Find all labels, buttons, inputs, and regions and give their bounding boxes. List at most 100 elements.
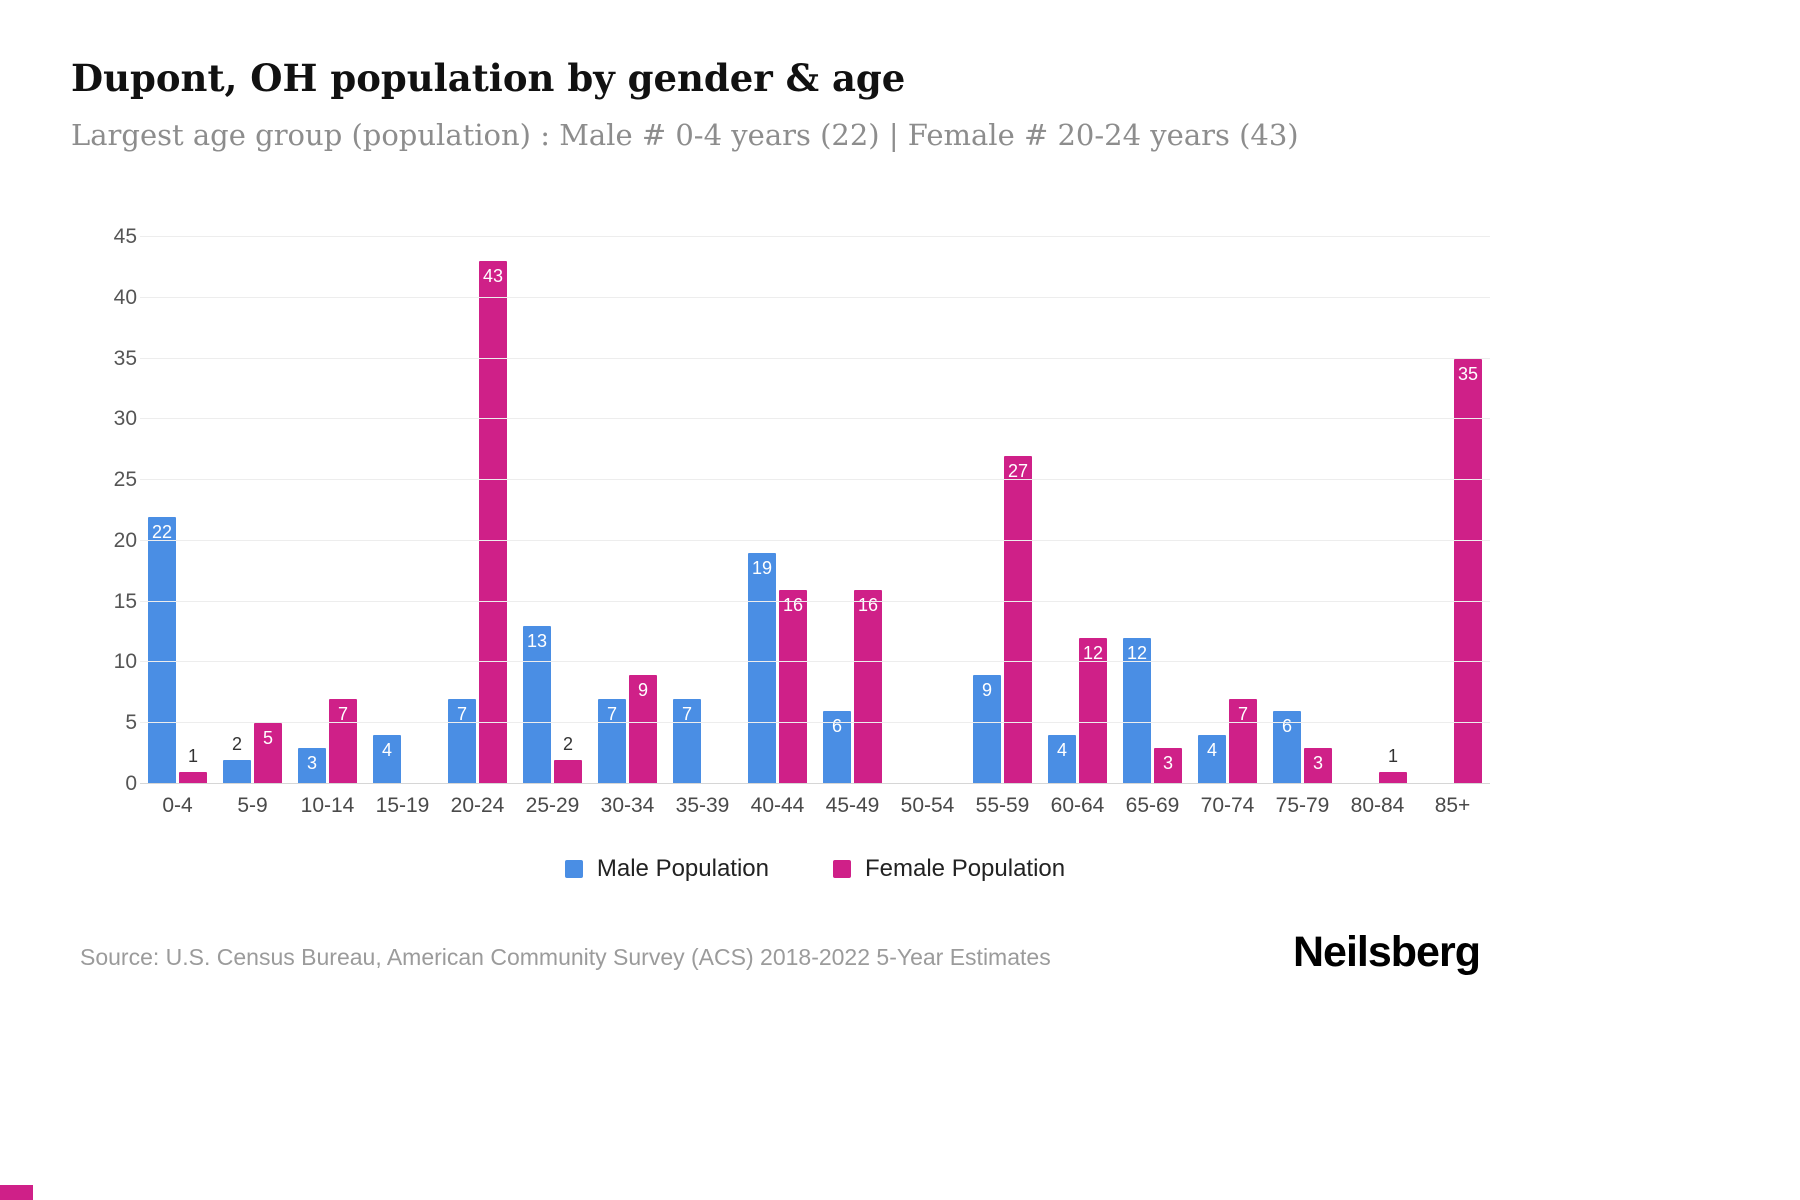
legend: Male Population Female Population (140, 855, 1490, 883)
female-bar: 1 (179, 746, 207, 784)
y-axis-labels: 0 5 10 15 20 25 30 35 40 45 (0, 225, 137, 795)
y-tick-label: 10 (113, 650, 137, 674)
male-bar: 4 (1048, 735, 1076, 784)
y-tick-label: 20 (113, 528, 137, 552)
x-tick-label: 10-14 (300, 794, 355, 817)
bar-value-label: 7 (456, 703, 468, 724)
x-tick-label: 0-4 (162, 794, 193, 817)
x-tick-label: 70-74 (1200, 794, 1255, 817)
x-tick-label: 55-59 (975, 794, 1030, 817)
bar-value-label: 3 (1312, 752, 1324, 773)
gridline (140, 661, 1490, 663)
page-title: Dupont, OH population by gender & age (71, 56, 906, 100)
plot-area: 22 1 2 5 3 7 4 7 43 13 2 7 9 7 19 16 6 16 9 27 4 12 12 3 4 7 6 3 1 35 (140, 236, 1490, 784)
female-bar: 27 (1004, 455, 1032, 784)
gridline (140, 296, 1490, 298)
y-tick-label: 35 (113, 346, 137, 370)
legend-item[interactable]: Male Population (564, 855, 769, 883)
bar-value-label: 7 (606, 703, 618, 724)
male-bar: 3 (298, 747, 326, 784)
male-bar: 7 (448, 698, 476, 784)
female-bar: 16 (854, 589, 882, 784)
bottom-accent-bar (0, 1185, 33, 1200)
male-bar: 22 (148, 516, 176, 784)
bar-value-label: 27 (1007, 460, 1029, 481)
gridline (140, 236, 1490, 237)
bar-value-label: 9 (981, 679, 993, 700)
female-bar: 35 (1454, 358, 1482, 784)
bar-group-15-19: 4 (365, 237, 440, 784)
bar-group-40-44: 19 16 (740, 237, 815, 784)
gridline (140, 722, 1490, 724)
female-bar: 3 (1304, 747, 1332, 784)
legend-label: Male Population (596, 855, 769, 882)
x-tick-label: 35-39 (675, 794, 730, 817)
neilsberg-logo: Neilsberg (1293, 928, 1481, 976)
gridline (140, 418, 1490, 420)
male-bar: 12 (1123, 638, 1151, 784)
gridline (140, 357, 1490, 359)
y-tick-label: 40 (113, 285, 137, 309)
bar-groups: 22 1 2 5 3 7 4 7 43 13 2 7 9 7 19 16 6 16 9 27 4 12 12 3 4 7 6 3 1 35 (140, 237, 1490, 784)
legend-swatch (564, 860, 583, 878)
y-tick-label: 30 (113, 407, 137, 431)
bar-value-label: 6 (1281, 716, 1293, 737)
y-tick-label: 25 (113, 468, 137, 492)
bar-value-label: 16 (857, 594, 879, 615)
legend-label: Female Population (865, 855, 1066, 882)
bar-group-65-69: 12 3 (1115, 237, 1190, 784)
legend-item[interactable]: Female Population (833, 855, 1065, 883)
bar-value-label: 7 (1237, 703, 1249, 724)
x-tick-label: 5-9 (237, 794, 268, 817)
x-axis-labels: 0-4 5-9 10-14 15-19 20-24 25-29 30-34 35-39 40-4… (140, 794, 1490, 818)
x-tick-label: 60-64 (1050, 794, 1105, 817)
male-bar: 19 (748, 553, 776, 784)
bar-value-label: 5 (262, 728, 274, 749)
x-tick-label: 65-69 (1125, 794, 1180, 817)
bar-group-45-49: 6 16 (815, 237, 890, 784)
female-bar: 5 (254, 723, 282, 784)
x-tick-label: 30-34 (600, 794, 655, 817)
x-tick-label: 75-79 (1275, 794, 1330, 817)
y-tick-label: 5 (125, 711, 137, 735)
female-bar: 7 (1229, 698, 1257, 784)
bar-group-35-39: 7 (665, 237, 740, 784)
chart-subtitle: Largest age group (population) : Male # … (71, 118, 1299, 152)
male-bar: 2 (223, 734, 251, 784)
female-bar: 9 (629, 674, 657, 784)
bar-group-25-29: 13 2 (515, 237, 590, 784)
bar-group-55-59: 9 27 (965, 237, 1040, 784)
x-tick-label: 40-44 (750, 794, 805, 817)
bar-group-20-24: 7 43 (440, 237, 515, 784)
male-bar: 9 (973, 674, 1001, 784)
bar-group-60-64: 4 12 (1040, 237, 1115, 784)
female-bar: 2 (554, 734, 582, 784)
bar-value-label: 3 (306, 752, 318, 773)
male-bar: 13 (523, 625, 551, 784)
bar-value-label: 9 (637, 679, 649, 700)
gridline (140, 600, 1490, 602)
gridline (140, 539, 1490, 541)
male-bar: 4 (1198, 735, 1226, 784)
bar-value-label: 2 (562, 733, 574, 754)
y-tick-label: 0 (125, 772, 137, 795)
female-bar: 16 (779, 589, 807, 784)
male-bar: 7 (598, 698, 626, 784)
bar-value-label: 2 (231, 733, 243, 754)
bar-value-label: 6 (831, 716, 843, 737)
bar-value-label: 43 (482, 266, 504, 287)
male-bar: 4 (373, 735, 401, 784)
x-tick-label: 20-24 (450, 794, 505, 817)
bar-value-label: 19 (751, 558, 773, 579)
legend-swatch (833, 860, 851, 878)
bar-group-80-84: 1 (1340, 237, 1415, 784)
bar-value-label: 4 (1206, 740, 1218, 761)
y-tick-label: 45 (113, 225, 137, 248)
bar-value-label: 1 (1387, 745, 1399, 766)
bar-value-label: 1 (187, 745, 199, 766)
bar-value-label: 7 (337, 703, 349, 724)
